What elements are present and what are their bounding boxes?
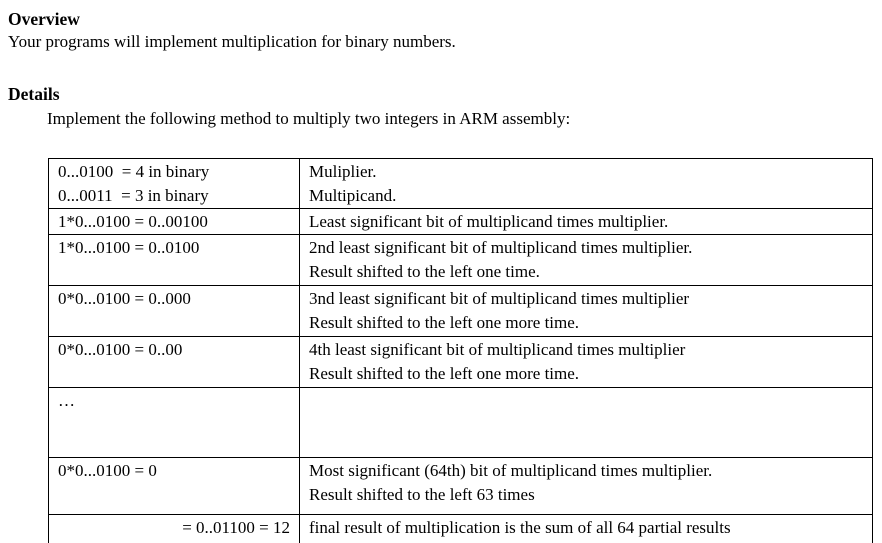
cell-line: 3nd least significant bit of multiplican… bbox=[309, 289, 690, 308]
table-row-step-2: 1*0...0100 = 0..0100 2nd least significa… bbox=[48, 234, 873, 286]
cell-line: Result shifted to the left one time. bbox=[309, 262, 540, 281]
cell-line: 0...0100 = 4 in binary bbox=[58, 162, 210, 181]
cell-line: 0*0...0100 = 0..000 bbox=[58, 289, 191, 308]
final-result-cell: = 0..01100 = 12 bbox=[48, 514, 300, 543]
cell-line: 2nd least significant bit of multiplican… bbox=[309, 238, 693, 257]
cell-line: 1*0...0100 = 0..0100 bbox=[58, 238, 200, 257]
table-row-step-3: 0*0...0100 = 0..000 3nd least significan… bbox=[48, 285, 873, 337]
binary-expression-cell: 1*0...0100 = 0..00100 bbox=[48, 208, 300, 235]
description-cell: Muliplier. Multipicand. bbox=[299, 158, 873, 209]
binary-expression-cell: 0...0100 = 4 in binary 0...0011 = 3 in b… bbox=[48, 158, 300, 209]
cell-line: Result shifted to the left 63 times bbox=[309, 485, 535, 504]
table-row-operands: 0...0100 = 4 in binary 0...0011 = 3 in b… bbox=[48, 158, 873, 209]
details-intro: Implement the following method to multip… bbox=[47, 109, 571, 128]
cell-line: Result shifted to the left one more time… bbox=[309, 364, 580, 383]
binary-expression-cell: 0*0...0100 = 0..000 bbox=[48, 285, 300, 337]
binary-expression-cell: 0*0...0100 = 0 bbox=[48, 457, 300, 515]
description-cell-empty bbox=[299, 387, 873, 458]
table-row-ellipsis: … bbox=[48, 387, 873, 458]
multiplication-steps-table: 0...0100 = 4 in binary 0...0011 = 3 in b… bbox=[48, 158, 873, 543]
cell-line: Least significant bit of multiplicand ti… bbox=[309, 212, 669, 231]
description-cell: 4th least significant bit of multiplican… bbox=[299, 336, 873, 388]
overview-heading: Overview bbox=[8, 9, 80, 29]
details-heading: Details bbox=[8, 84, 60, 104]
description-cell: Most significant (64th) bit of multiplic… bbox=[299, 457, 873, 515]
table-row-final-result: = 0..01100 = 12 final result of multipli… bbox=[48, 514, 873, 543]
table-row-step-1: 1*0...0100 = 0..00100 Least significant … bbox=[48, 208, 873, 235]
binary-expression-cell: 1*0...0100 = 0..0100 bbox=[48, 234, 300, 286]
description-cell: 3nd least significant bit of multiplican… bbox=[299, 285, 873, 337]
cell-line: Muliplier. bbox=[309, 162, 377, 181]
description-cell: final result of multiplication is the su… bbox=[299, 514, 873, 543]
cell-line: Most significant (64th) bit of multiplic… bbox=[309, 461, 713, 480]
description-cell: Least significant bit of multiplicand ti… bbox=[299, 208, 873, 235]
table-row-step-64: 0*0...0100 = 0 Most significant (64th) b… bbox=[48, 457, 873, 515]
ellipsis-cell: … bbox=[48, 387, 300, 458]
cell-line: = 0..01100 = 12 bbox=[182, 518, 290, 537]
cell-line: final result of multiplication is the su… bbox=[309, 518, 731, 537]
description-cell: 2nd least significant bit of multiplican… bbox=[299, 234, 873, 286]
cell-line: Result shifted to the left one more time… bbox=[309, 313, 580, 332]
cell-line: 0*0...0100 = 0 bbox=[58, 461, 157, 480]
cell-line: 0...0011 = 3 in binary bbox=[58, 186, 209, 205]
overview-text: Your programs will implement multiplicat… bbox=[8, 32, 456, 51]
cell-line: 0*0...0100 = 0..00 bbox=[58, 340, 183, 359]
cell-line: 4th least significant bit of multiplican… bbox=[309, 340, 686, 359]
binary-expression-cell: 0*0...0100 = 0..00 bbox=[48, 336, 300, 388]
table-row-step-4: 0*0...0100 = 0..00 4th least significant… bbox=[48, 336, 873, 388]
cell-line: … bbox=[58, 391, 75, 410]
cell-line: Multipicand. bbox=[309, 186, 397, 205]
cell-line: 1*0...0100 = 0..00100 bbox=[58, 212, 208, 231]
